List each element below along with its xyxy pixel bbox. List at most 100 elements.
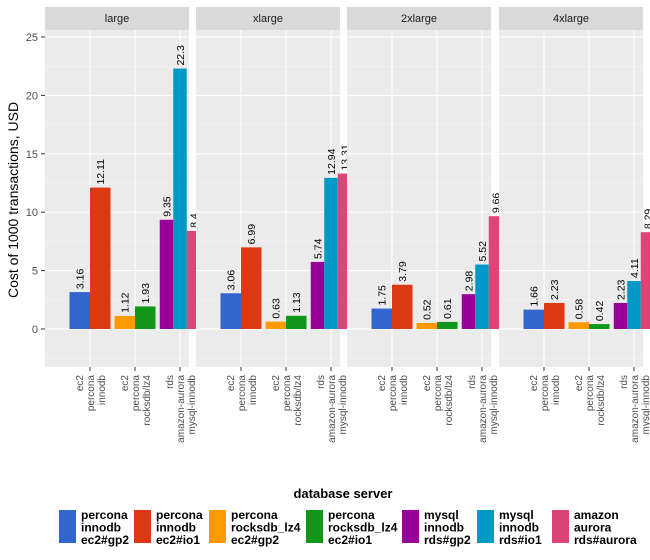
legend-label: rds#gp2 <box>424 533 471 547</box>
x-tick-label: rds <box>165 375 176 389</box>
x-tick-label: mysql-innodb <box>641 375 650 435</box>
data-label: 2.98 <box>464 271 476 292</box>
bar-mysql_innodb_io1-large <box>173 68 187 329</box>
data-label: 1.13 <box>291 292 303 313</box>
legend-swatch <box>134 510 151 543</box>
data-label: 6.99 <box>246 224 258 245</box>
data-label: 22.3 <box>175 45 187 66</box>
data-label: 5.74 <box>313 238 325 259</box>
x-tick-label: percona <box>282 375 293 412</box>
data-label: 3.79 <box>397 261 409 282</box>
bar-mysql_innodb_gp2-large <box>159 219 174 329</box>
facet-strip-label: xlarge <box>253 13 283 25</box>
legend-label: mysql <box>424 508 459 522</box>
data-label: 5.52 <box>477 241 489 262</box>
y-tick-label: 15 <box>26 149 38 161</box>
data-label: 1.12 <box>120 292 132 313</box>
bar-percona_innodb_io1-4xlarge <box>544 302 565 329</box>
bar-mysql_innodb_io1-xlarge <box>324 177 338 329</box>
legend-label: innodb <box>424 521 464 535</box>
x-tick-label: amazon-aurora <box>327 375 338 443</box>
data-label: 4.11 <box>629 258 641 278</box>
x-tick-label: ec2 <box>271 375 282 392</box>
bar-percona_rocksdb_gp2-large <box>114 315 135 329</box>
data-label: 0.63 <box>271 298 283 319</box>
y-tick-label: 20 <box>26 90 38 102</box>
data-label: 0.61 <box>442 298 454 319</box>
bar-percona_rocksdb_io1-large <box>135 306 156 329</box>
bar-percona_innodb_gp2-4xlarge <box>523 309 544 329</box>
legend-label: aurora <box>574 521 612 535</box>
legend-label: innodb <box>499 521 539 535</box>
x-tick-label: rocksdb/lz4 <box>444 375 455 426</box>
x-tick-label: innodb <box>551 375 562 405</box>
data-label: 3.16 <box>75 268 87 289</box>
data-label: 2.23 <box>549 279 561 300</box>
x-tick-label: amazon-aurora <box>478 375 489 443</box>
bar-mysql_innodb_gp2-4xlarge <box>613 302 628 329</box>
x-tick-label: rds <box>467 375 478 389</box>
x-tick-label: rocksdb/lz4 <box>596 375 607 426</box>
data-label: 9.35 <box>162 196 174 217</box>
bar-percona_rocksdb_gp2-xlarge <box>265 321 286 329</box>
y-tick-label: 0 <box>32 324 38 336</box>
bar-percona_innodb_io1-2xlarge <box>392 284 413 329</box>
legend-label: ec2#gp2 <box>81 533 129 547</box>
bar-mysql_innodb_io1-2xlarge <box>475 264 489 329</box>
legend-label: percona <box>156 508 203 522</box>
legend-label: percona <box>231 508 278 522</box>
x-tick-label: percona <box>540 375 551 412</box>
data-label: 8.29 <box>643 209 650 230</box>
x-tick-label: innodb <box>97 375 108 405</box>
x-tick-label: ec2 <box>75 375 86 392</box>
legend-label: ec2#gp2 <box>231 533 279 547</box>
legend-label: mysql <box>499 508 534 522</box>
data-label: 3.06 <box>226 270 238 291</box>
data-label: 1.75 <box>377 285 389 306</box>
legend-label: rocksdb_lz4 <box>231 521 301 535</box>
data-label: 0.58 <box>574 299 586 320</box>
x-tick-label: percona <box>131 375 142 412</box>
x-tick-label: innodb <box>248 375 259 405</box>
data-label: 12.94 <box>326 148 338 174</box>
x-tick-label: percona <box>585 375 596 412</box>
facet-strip <box>45 7 189 30</box>
bar-percona_rocksdb_gp2-4xlarge <box>568 322 589 329</box>
legend-label: rocksdb_lz4 <box>328 521 398 535</box>
x-tick-label: rds <box>316 375 327 389</box>
x-tick-label: rocksdb/lz4 <box>293 375 304 426</box>
bar-percona_innodb_gp2-2xlarge <box>371 308 392 329</box>
legend-label: percona <box>81 508 128 522</box>
x-tick-label: percona <box>388 375 399 412</box>
bar-percona_rocksdb_io1-xlarge <box>286 315 307 329</box>
x-tick-label: ec2 <box>529 375 540 392</box>
facet-strip-label: 2xlarge <box>401 13 437 25</box>
legend-title: database server <box>293 486 392 501</box>
legend-label: innodb <box>81 521 121 535</box>
legend-label: ec2#io1 <box>328 533 372 547</box>
data-label: 1.66 <box>529 286 541 307</box>
bar-mysql_innodb_gp2-xlarge <box>310 261 325 329</box>
x-tick-label: innodb <box>399 375 410 405</box>
legend-swatch <box>477 510 494 543</box>
bar-amazon_aurora-2xlarge <box>488 216 503 329</box>
x-tick-label: rocksdb/lz4 <box>142 375 153 426</box>
y-axis-label: Cost of 1000 transactions, USD <box>5 102 21 298</box>
x-tick-label: mysql-innodb <box>489 375 500 435</box>
facet-strip <box>347 7 491 30</box>
legend-swatch <box>552 510 569 543</box>
x-tick-label: mysql-innodb <box>338 375 349 435</box>
legend-swatch <box>306 510 323 543</box>
x-tick-label: percona <box>433 375 444 412</box>
data-label: 2.23 <box>616 279 628 300</box>
facet-strip <box>196 7 340 30</box>
x-tick-label: mysql-innodb <box>187 375 198 435</box>
